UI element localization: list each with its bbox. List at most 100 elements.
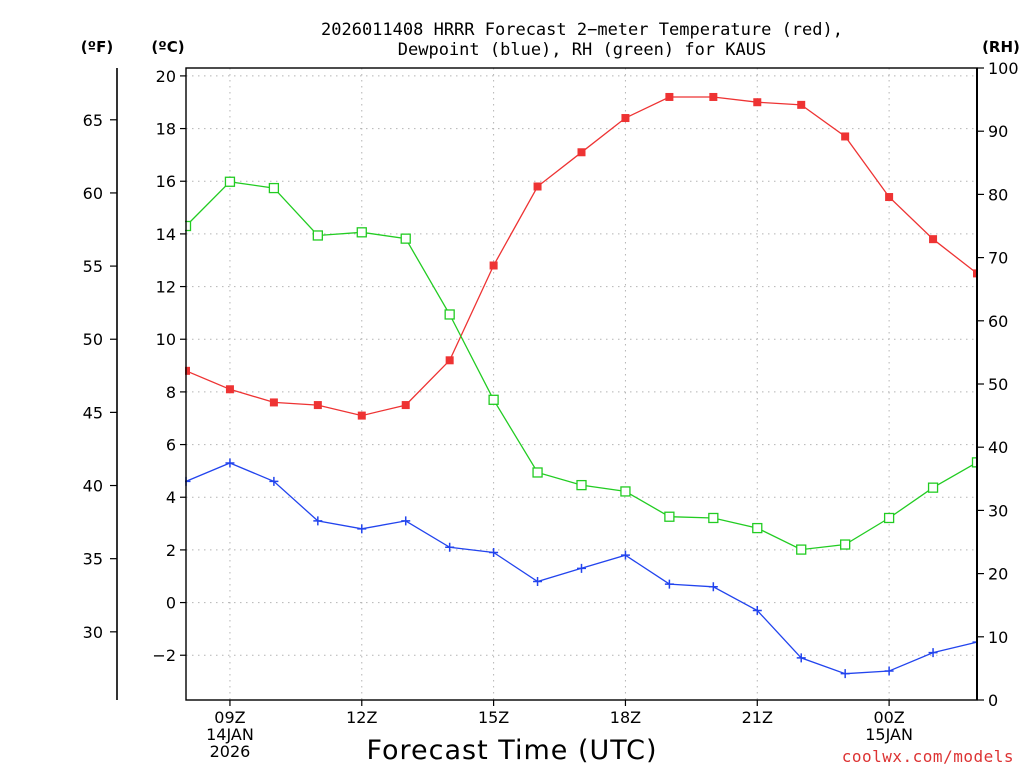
chart-title-line-2: Dewpoint (blue), RH (green) for KAUS	[398, 40, 766, 60]
data-point-2-meter-temperature	[313, 401, 322, 410]
x-tick-label: 09Z	[214, 708, 245, 727]
data-point-2-meter-temperature	[797, 100, 806, 109]
x-tick-date-label: 15JAN	[865, 725, 913, 744]
grid-lines	[186, 68, 977, 700]
celsius-tick-label: −2	[152, 646, 176, 665]
x-tick-label: 15Z	[478, 708, 509, 727]
data-point-2-meter-temperature	[533, 182, 542, 191]
fahrenheit-tick-label: 55	[83, 257, 103, 276]
celsius-tick-label: 0	[166, 594, 176, 613]
fahrenheit-tick-label: 45	[83, 403, 103, 422]
data-point-rh	[620, 486, 631, 497]
data-point-rh	[752, 522, 763, 534]
rh-tick-label: 80	[988, 185, 1008, 204]
rh-tick-label: 90	[988, 122, 1008, 141]
series-2-meter-temperature	[182, 92, 981, 420]
data-point-2-meter-temperature	[489, 261, 498, 270]
celsius-unit-label: (ºC)	[151, 38, 184, 56]
rh-tick-label: 40	[988, 438, 1008, 457]
x-axis-title: Forecast Time (UTC)	[366, 735, 657, 766]
data-point-dewpoint	[269, 476, 279, 486]
data-point-rh	[400, 233, 411, 244]
data-point-dewpoint	[620, 550, 630, 560]
celsius-tick-label: 10	[156, 330, 176, 349]
fahrenheit-tick-label: 60	[83, 184, 103, 203]
data-point-rh	[883, 512, 895, 524]
rh-tick-label: 50	[988, 375, 1008, 394]
data-point-dewpoint	[884, 666, 894, 676]
data-point-2-meter-temperature	[665, 92, 674, 101]
data-point-dewpoint	[752, 605, 762, 615]
celsius-tick-label: 18	[156, 120, 176, 139]
data-point-rh	[840, 539, 851, 550]
data-point-rh	[356, 227, 367, 238]
data-point-rh	[268, 182, 280, 194]
data-point-dewpoint	[313, 516, 323, 526]
fahrenheit-unit-label: (ºF)	[81, 38, 113, 56]
celsius-tick-label: 16	[156, 172, 176, 191]
data-point-2-meter-temperature	[577, 148, 586, 157]
fahrenheit-tick-label: 50	[83, 330, 103, 349]
data-series	[0, 68, 1024, 700]
edge-mask-left	[0, 68, 185, 700]
celsius-tick-label: 4	[166, 488, 176, 507]
data-point-rh	[444, 309, 455, 320]
data-point-rh	[532, 467, 543, 478]
celsius-tick-label: 2	[166, 541, 176, 560]
chart-title-line-1: 2026011408 HRRR Forecast 2−meter Tempera…	[321, 20, 843, 40]
data-point-dewpoint	[840, 669, 850, 679]
rh-tick-label: 30	[988, 501, 1008, 520]
data-point-2-meter-temperature	[269, 398, 278, 407]
x-tick-label: 18Z	[610, 708, 641, 727]
data-point-dewpoint	[708, 582, 718, 592]
data-point-rh	[796, 544, 807, 555]
x-tick-label: 21Z	[742, 708, 773, 727]
data-point-2-meter-temperature	[445, 356, 454, 365]
data-point-dewpoint	[664, 579, 674, 589]
axis-ticks: 20181614121086420−2656055504540353010090…	[83, 59, 1019, 761]
credit-text: coolwx.com/models	[842, 747, 1014, 766]
data-point-2-meter-temperature	[929, 235, 938, 244]
rh-tick-label: 60	[988, 312, 1008, 331]
rh-tick-label: 70	[988, 249, 1008, 268]
data-point-dewpoint	[577, 563, 586, 573]
fahrenheit-tick-label: 65	[83, 111, 103, 130]
x-tick-date-label: 14JAN	[206, 725, 254, 744]
series-line-2-meter-temperature	[185, 96, 978, 417]
data-point-dewpoint	[357, 524, 367, 534]
rh-unit-label: (RH)	[982, 38, 1020, 56]
data-point-rh	[488, 394, 499, 405]
data-point-2-meter-temperature	[885, 193, 894, 202]
data-point-2-meter-temperature	[709, 92, 718, 101]
data-point-dewpoint	[401, 516, 411, 526]
data-point-2-meter-temperature	[841, 132, 850, 141]
data-point-2-meter-temperature	[401, 401, 410, 410]
series-line-rh	[185, 181, 978, 551]
rh-tick-label: 10	[988, 628, 1008, 647]
edge-mask-right	[978, 68, 1024, 700]
data-point-rh	[927, 482, 939, 493]
data-point-dewpoint	[489, 548, 499, 558]
celsius-tick-label: 8	[166, 383, 176, 402]
fahrenheit-tick-label: 35	[83, 550, 103, 569]
plot-frame	[116, 67, 978, 701]
rh-tick-label: 0	[988, 691, 998, 710]
data-point-rh	[312, 230, 323, 241]
data-point-2-meter-temperature	[225, 385, 234, 394]
data-point-rh	[664, 511, 675, 522]
celsius-tick-label: 14	[156, 225, 176, 244]
data-point-dewpoint	[533, 577, 543, 586]
x-tick-label: 12Z	[346, 708, 377, 727]
data-point-rh	[708, 512, 719, 524]
fahrenheit-tick-label: 40	[83, 477, 103, 496]
data-point-dewpoint	[928, 648, 938, 658]
data-point-rh	[576, 479, 587, 491]
plot-border	[185, 67, 978, 701]
data-point-dewpoint	[445, 542, 455, 552]
celsius-tick-label: 20	[156, 67, 176, 86]
x-tick-label: 00Z	[873, 708, 904, 727]
rh-tick-label: 100	[988, 59, 1019, 78]
data-point-rh	[224, 176, 236, 187]
celsius-tick-label: 6	[166, 436, 176, 455]
data-point-dewpoint	[796, 653, 806, 663]
